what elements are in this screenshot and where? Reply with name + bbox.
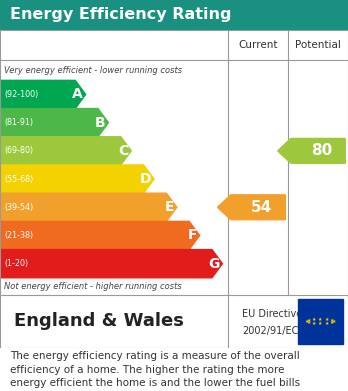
Text: ★: ★ bbox=[331, 319, 335, 324]
Text: Very energy efficient - lower running costs: Very energy efficient - lower running co… bbox=[4, 66, 182, 75]
Text: ★: ★ bbox=[307, 318, 311, 323]
Text: ★: ★ bbox=[318, 317, 322, 322]
Polygon shape bbox=[278, 138, 345, 163]
Text: Current: Current bbox=[238, 40, 278, 50]
Text: (39-54): (39-54) bbox=[4, 203, 33, 212]
Text: (92-100): (92-100) bbox=[4, 90, 38, 99]
Text: (81-91): (81-91) bbox=[4, 118, 33, 127]
Text: ★: ★ bbox=[307, 320, 311, 325]
Text: 80: 80 bbox=[311, 143, 332, 158]
Bar bbox=[298, 299, 343, 344]
Text: ★: ★ bbox=[325, 321, 329, 326]
Text: F: F bbox=[187, 228, 197, 242]
Polygon shape bbox=[0, 80, 86, 109]
Text: C: C bbox=[118, 144, 128, 158]
Text: Not energy efficient - higher running costs: Not energy efficient - higher running co… bbox=[4, 282, 182, 291]
Text: A: A bbox=[72, 88, 83, 101]
Text: ★: ★ bbox=[318, 321, 322, 326]
Text: (69-80): (69-80) bbox=[4, 146, 33, 155]
Text: EU Directive: EU Directive bbox=[242, 308, 302, 319]
Polygon shape bbox=[0, 165, 154, 193]
Polygon shape bbox=[0, 109, 109, 137]
Text: 54: 54 bbox=[251, 200, 272, 215]
Polygon shape bbox=[0, 137, 131, 165]
Text: E: E bbox=[165, 200, 174, 214]
Text: England & Wales: England & Wales bbox=[14, 312, 184, 330]
Text: (1-20): (1-20) bbox=[4, 259, 28, 268]
Polygon shape bbox=[218, 195, 285, 220]
Text: G: G bbox=[208, 256, 220, 271]
Text: The energy efficiency rating is a measure of the overall
efficiency of a home. T: The energy efficiency rating is a measur… bbox=[10, 352, 301, 391]
Text: ★: ★ bbox=[305, 319, 309, 324]
Text: (55-68): (55-68) bbox=[4, 174, 33, 183]
Polygon shape bbox=[0, 221, 200, 249]
Text: Energy Efficiency Rating: Energy Efficiency Rating bbox=[10, 7, 232, 23]
Text: ★: ★ bbox=[311, 321, 316, 326]
Text: ★: ★ bbox=[330, 320, 334, 325]
Text: 2002/91/EC: 2002/91/EC bbox=[242, 326, 298, 336]
Text: (21-38): (21-38) bbox=[4, 231, 33, 240]
Text: ★: ★ bbox=[330, 318, 334, 323]
Text: B: B bbox=[95, 116, 106, 130]
Text: ★: ★ bbox=[325, 317, 329, 322]
Polygon shape bbox=[0, 249, 222, 278]
Text: ★: ★ bbox=[311, 317, 316, 322]
Text: D: D bbox=[140, 172, 151, 186]
Text: Potential: Potential bbox=[295, 40, 341, 50]
Polygon shape bbox=[0, 193, 177, 221]
